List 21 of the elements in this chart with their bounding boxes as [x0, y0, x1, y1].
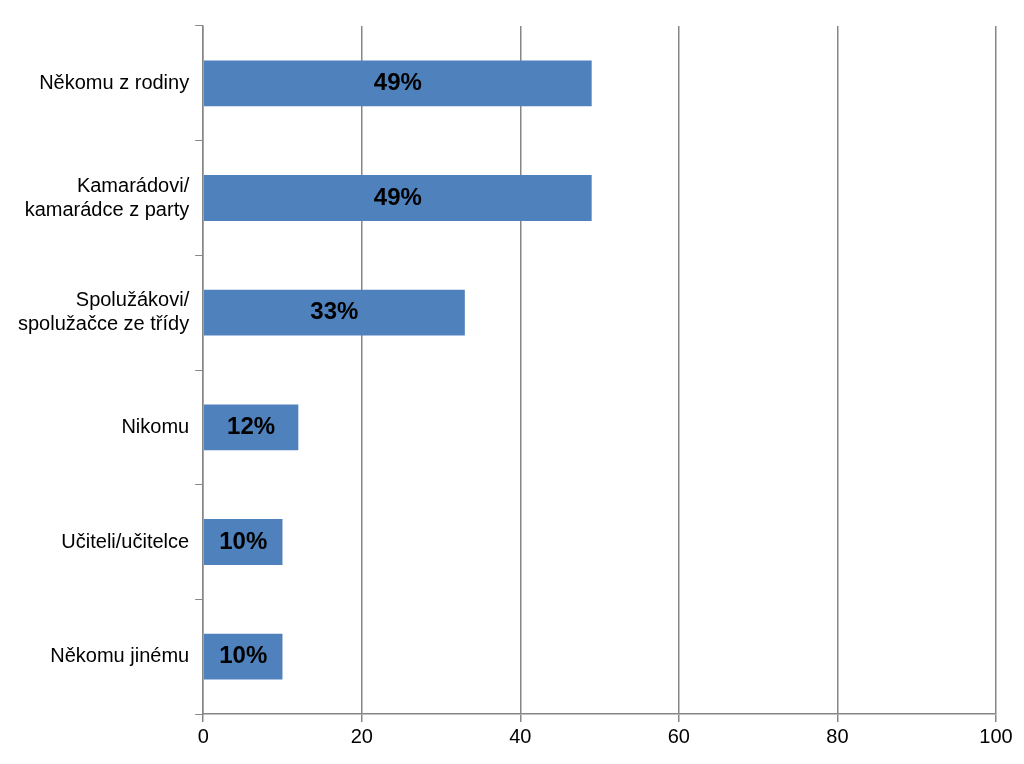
y-tick-label: Nikomu — [121, 414, 190, 437]
bar — [203, 175, 592, 221]
x-tick-label: 0 — [197, 724, 209, 747]
x-tick-label: 80 — [826, 724, 849, 747]
data-label: 12% — [227, 411, 276, 439]
bar — [203, 289, 465, 336]
y-tick-label: Učiteli/učitelce — [61, 529, 190, 552]
y-tick-label: Někomu z rodiny — [39, 70, 190, 93]
bar — [203, 60, 592, 107]
y-tick-label: Někomu jinému — [50, 644, 190, 667]
x-tick-label: 60 — [667, 724, 690, 747]
y-tick-label: Spolužákovi/ spolužačce ze třídy — [17, 288, 190, 335]
data-label: 49% — [373, 182, 422, 210]
data-label: 49% — [373, 67, 422, 95]
x-tick-label: 40 — [509, 724, 532, 747]
y-tick-label: Kamarádovi/ kamarádce z party — [24, 173, 190, 220]
data-label: 33% — [310, 297, 359, 325]
data-label: 10% — [219, 526, 268, 554]
data-label: 10% — [219, 641, 268, 669]
x-tick-label: 100 — [979, 724, 1013, 747]
x-tick-label: 20 — [350, 724, 373, 747]
